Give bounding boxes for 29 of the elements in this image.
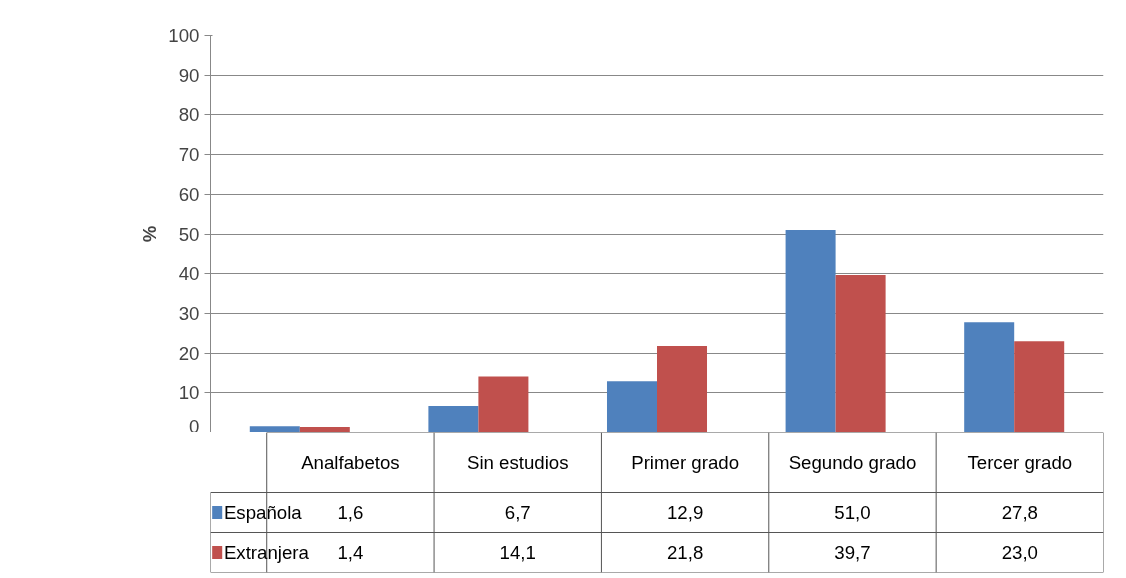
x-tick-label: Analfabetos [301, 452, 400, 473]
data-label: 14,1 [499, 542, 536, 563]
data-label: 1,4 [337, 542, 364, 563]
data-label: 6,7 [504, 502, 531, 523]
y-tick-label: 50 [178, 223, 200, 245]
data-label: 21,8 [666, 542, 704, 563]
data-label: 23,0 [1001, 542, 1038, 563]
y-tick-label: 80 [178, 104, 200, 126]
legend-label: Española [223, 502, 303, 523]
legend-label: Extranjera [223, 542, 310, 563]
y-tick-label: 0 [189, 415, 200, 437]
y-tick-label: 10 [178, 382, 200, 404]
data-label: 12,9 [666, 502, 704, 523]
y-tick-label: 70 [178, 144, 200, 166]
data-label: 1,6 [337, 502, 364, 523]
data-label: 27,8 [1001, 502, 1038, 523]
x-tick-label: Tercer grado [967, 452, 1073, 473]
y-axis-title: % [139, 225, 161, 243]
y-tick-label: 30 [178, 302, 200, 324]
x-tick-label: Primer grado [631, 452, 740, 473]
x-tick-label: Segundo grado [788, 452, 917, 473]
y-tick-label: 90 [178, 64, 200, 86]
y-tick-label: 40 [178, 263, 200, 285]
y-tick-label: 100 [168, 25, 200, 46]
data-label: 39,7 [834, 542, 871, 563]
y-tick-label: 60 [178, 183, 200, 205]
x-tick-label: Sin estudios [466, 452, 569, 473]
data-label: 51,0 [834, 502, 871, 523]
y-tick-label: 20 [178, 342, 200, 364]
